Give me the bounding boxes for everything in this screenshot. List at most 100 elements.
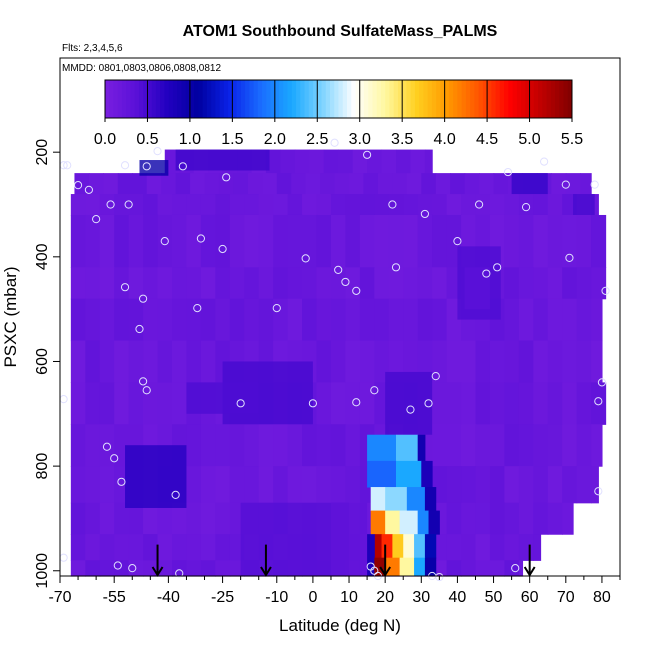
colorbar-swatch [414,80,420,118]
colorbar-swatch [189,80,195,118]
heat-cell [273,424,289,467]
heat-cell [432,382,448,425]
heat-cell [330,424,347,467]
heat-cell [186,214,202,268]
colorbar-swatch [151,80,157,118]
sample-marker [222,173,231,182]
heat-cell [547,502,563,535]
heat-cell [432,298,448,342]
heat-cell [334,173,350,195]
colorbar-swatch [206,80,212,118]
heat-cell [330,382,347,425]
heat-cell [287,267,303,300]
heat-cell [229,214,245,268]
colorbar-swatch [346,80,352,118]
colorbar-swatch [143,80,148,118]
colorbar-swatch [134,80,140,118]
heat-cell [359,382,375,425]
heat-cell [479,173,495,195]
colorbar-swatch [283,80,289,118]
heat-cell [157,298,173,342]
heat-cell [562,382,578,425]
sample-marker [352,286,361,295]
heat-feature-cell [175,149,270,171]
heat-cell [215,502,231,535]
heat-cell [417,298,433,342]
plume-cell [381,534,393,559]
heat-cell [273,214,289,268]
plume-cell [428,510,440,535]
colorbar-swatch [304,80,310,118]
heat-cell [576,267,592,300]
colorbar-swatch [262,80,267,118]
heat-cell [518,534,534,561]
heat-cell [461,382,477,425]
heat-cell [143,214,159,268]
heat-cell [99,267,115,300]
heat-cell [316,382,332,425]
heat-cell [533,194,549,216]
heat-cell [562,267,578,300]
sample-marker [138,294,148,303]
plume-cell [403,534,415,559]
heat-cell [229,424,245,467]
sample-marker [102,442,112,451]
heat-cell [215,560,231,577]
heat-cell [215,534,231,561]
heat-cell [200,214,216,268]
colorbar-swatch [376,80,382,118]
heat-cell [518,466,534,504]
flight-arrows [151,544,536,577]
heat-cell [504,502,520,535]
heat-cell [85,502,101,535]
heat-cell [294,149,310,174]
colorbar-swatch [504,80,509,118]
colorbar-swatch [317,80,323,118]
heat-cell [461,466,477,504]
heat-cell [591,382,607,425]
sample-marker [153,147,162,156]
heat-cell [518,194,534,216]
heat-cell [305,173,321,195]
colorbar-swatch [521,80,526,118]
sample-marker [590,180,599,189]
colorbar-swatch [240,80,246,118]
colorbar-swatch [499,80,505,118]
colorbar-swatch [160,80,165,118]
heat-cell [374,267,390,300]
heat-cell [562,298,578,342]
heat-cell [475,382,491,425]
plume-cell [392,534,404,559]
sample-marker [196,234,206,243]
heat-cell [345,424,361,467]
flights-note: Flts: 2,3,4,5,6 [62,43,123,54]
heat-cell [128,194,144,216]
plume-cells [367,434,440,577]
heat-cell [461,340,477,384]
heat-cell [276,173,292,195]
plume-cell [424,487,437,512]
heat-cell [172,194,188,216]
heat-cell [172,340,188,384]
y-tick-label: 1000 [34,553,51,589]
x-tick-label: 30 [412,589,430,606]
sample-marker [301,254,310,263]
colorbar-swatch [453,80,458,118]
heat-cell [114,382,130,425]
plume-cell [396,434,419,462]
heat-cell [186,466,202,504]
plume-cell [424,557,437,577]
sample-marker [193,304,202,313]
heat-cell [74,173,90,195]
colorbar-swatch [249,80,255,118]
colorbar-swatch [406,80,412,118]
heat-cell [99,340,115,384]
heat-cell [533,382,549,425]
sample-marker [406,405,415,414]
heat-cell [117,173,133,195]
heat-cell [518,214,534,268]
heat-cell [190,173,206,195]
colorbar-swatch [474,80,480,118]
heat-cell [504,298,520,342]
heat-cell [273,194,289,216]
